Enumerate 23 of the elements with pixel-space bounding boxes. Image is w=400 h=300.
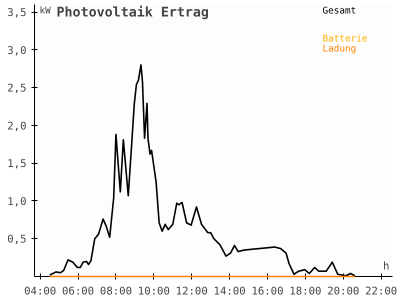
chart-title: Photovoltaik Ertrag bbox=[56, 6, 209, 20]
y-tick-label: 1,5 bbox=[7, 157, 27, 170]
x-tick-label: 20:00 bbox=[327, 284, 360, 298]
x-tick-label: 08:00 bbox=[100, 284, 132, 298]
legend-label: Batterie bbox=[322, 34, 368, 44]
x-tick-label: 14:00 bbox=[214, 284, 246, 298]
text: Gesamt bbox=[322, 6, 356, 16]
y-tick-label: 1,0 bbox=[7, 194, 27, 208]
y-tick-label: 0,5 bbox=[7, 232, 27, 246]
x-tick-label: 12:00 bbox=[176, 284, 208, 298]
x-tick-label: 10:00 bbox=[138, 284, 170, 298]
x-axis-title: h bbox=[383, 260, 390, 272]
y-axis-title: kW bbox=[40, 6, 52, 16]
text: Ladung bbox=[322, 44, 356, 54]
y-tick-label: 2,5 bbox=[7, 82, 27, 95]
x-tick-label: 06:00 bbox=[62, 284, 94, 298]
y-tick-label: 2,0 bbox=[7, 119, 27, 132]
x-tick-label: 22:00 bbox=[365, 284, 398, 298]
x-tick-label: 16:00 bbox=[251, 284, 284, 298]
y-tick-label: 3,5 bbox=[7, 6, 27, 20]
x-tick-label: 04:00 bbox=[24, 284, 56, 298]
y-tick-label: 3,0 bbox=[7, 44, 27, 57]
x-tick-label: 18:00 bbox=[289, 284, 322, 298]
